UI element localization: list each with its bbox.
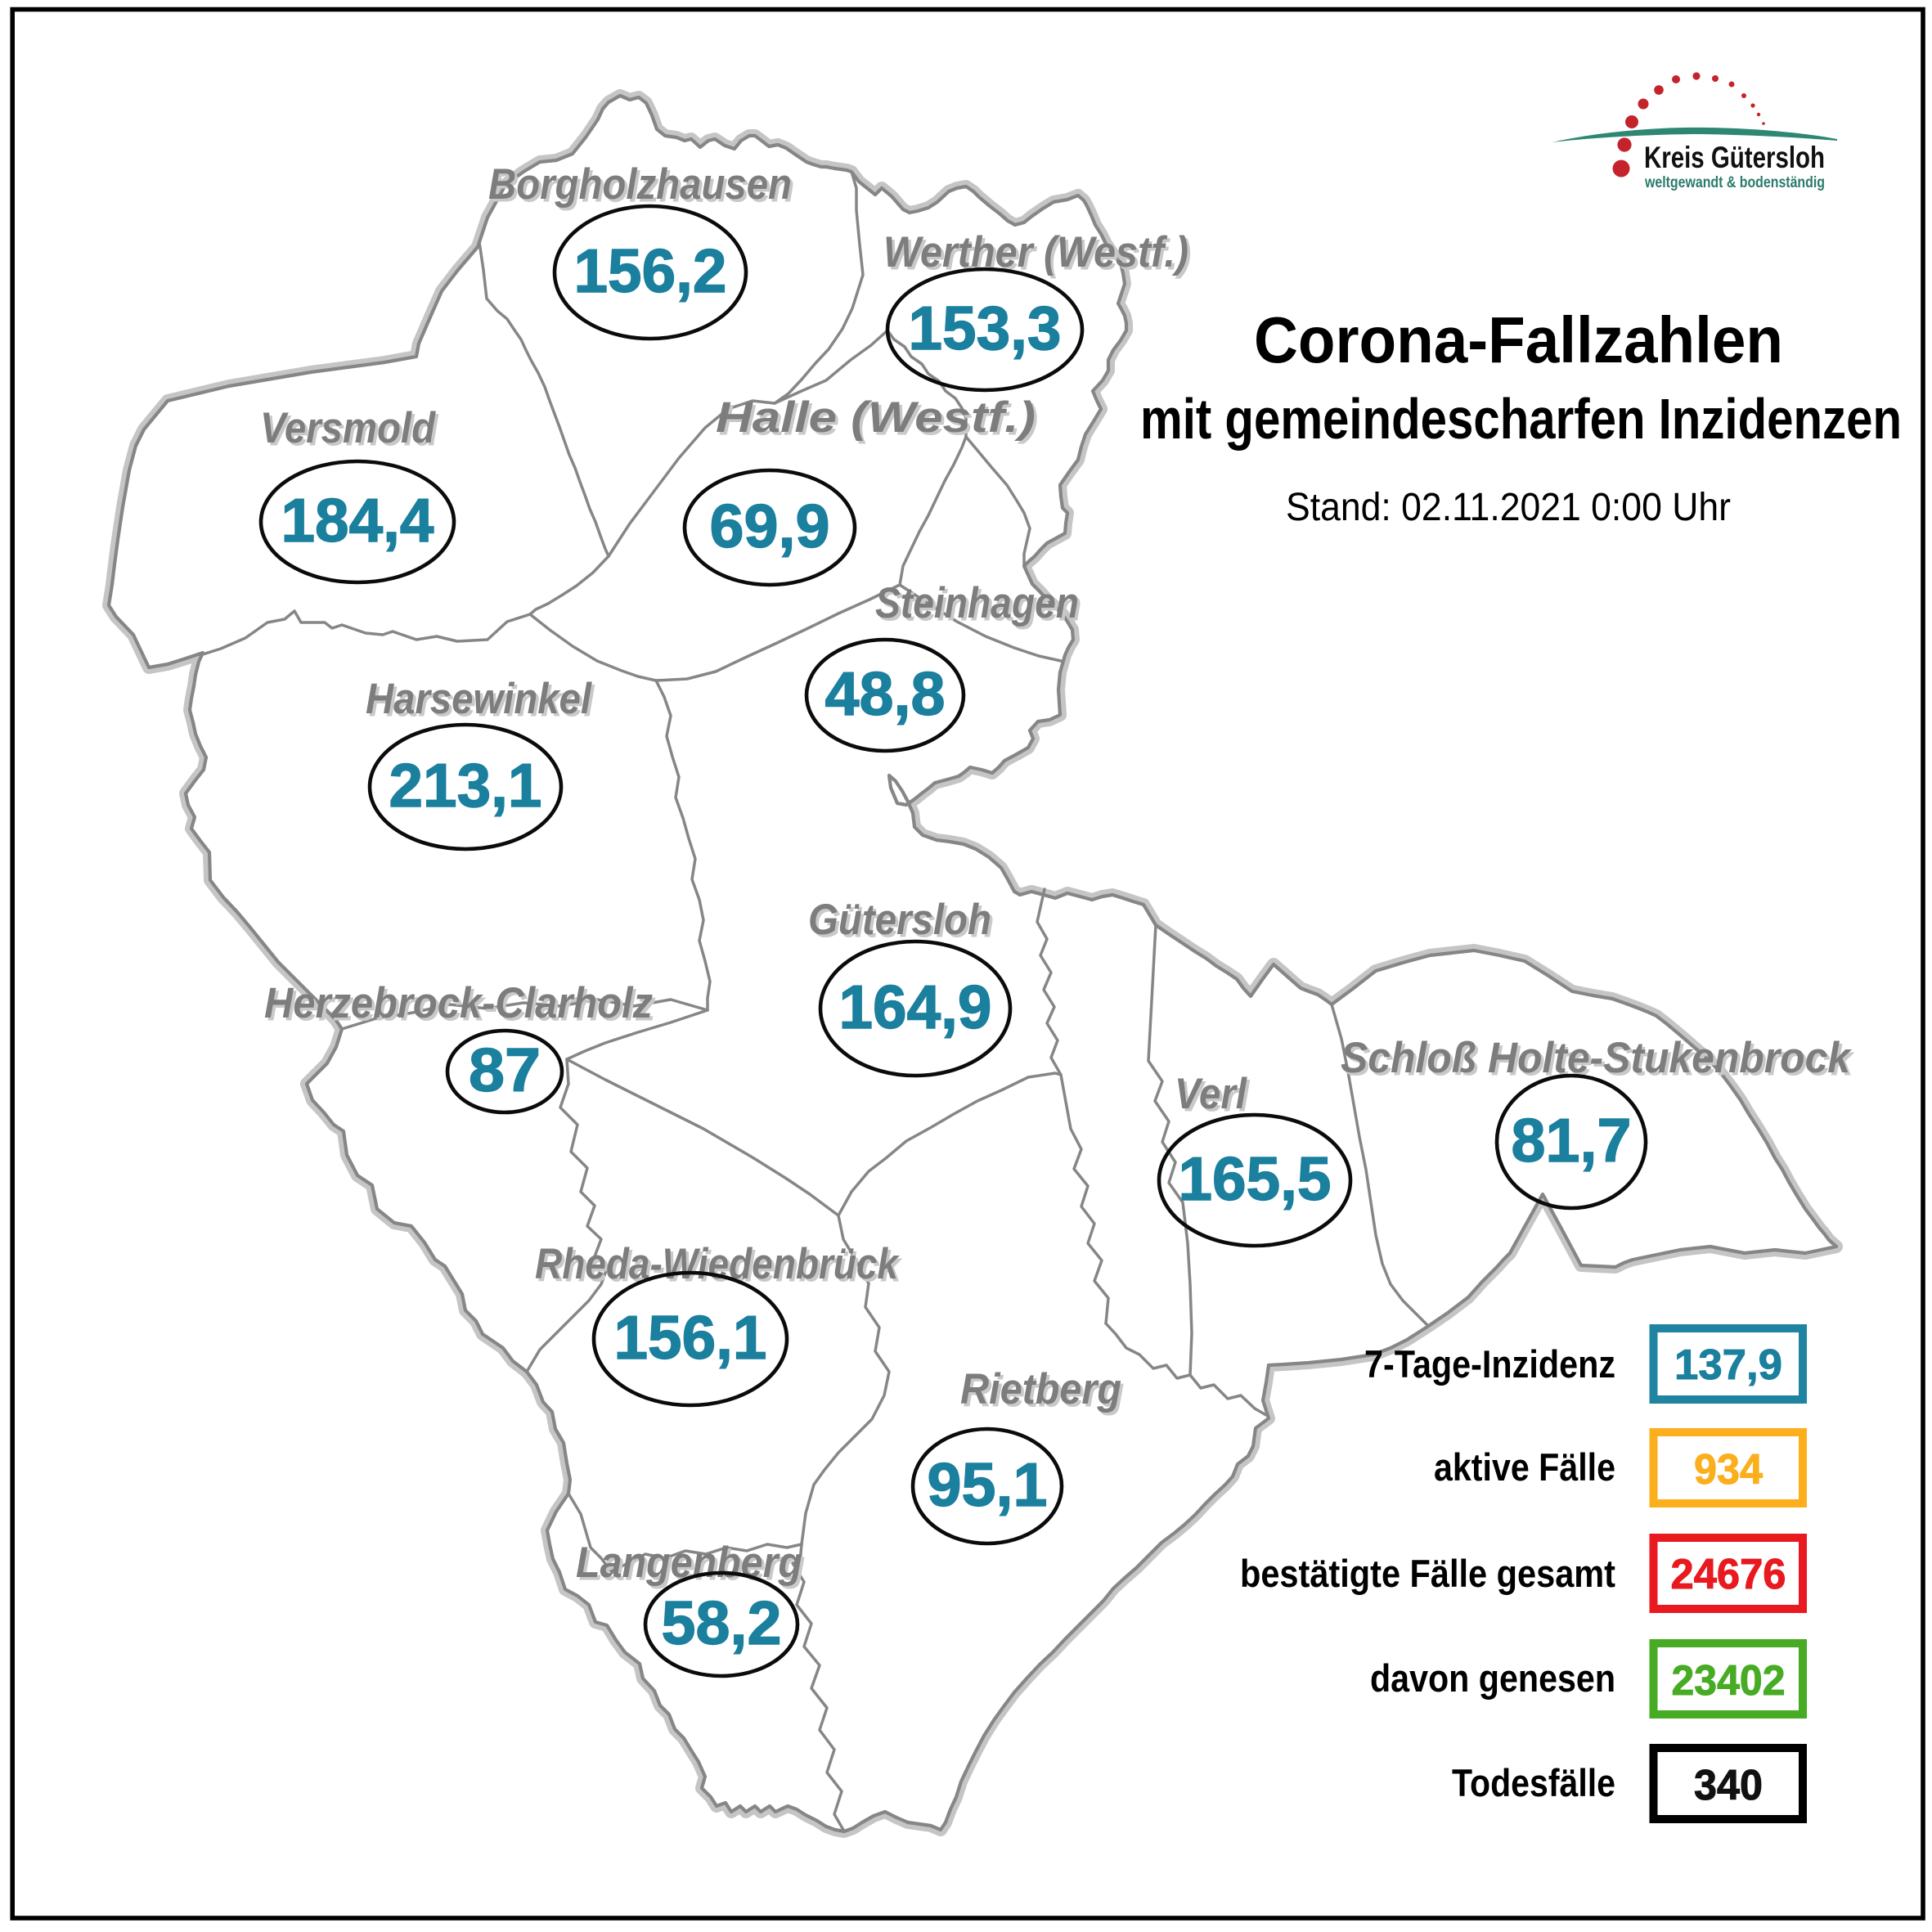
svg-text:aktive Fälle: aktive Fälle <box>1434 1445 1615 1489</box>
svg-text:Verl: Verl <box>1178 1073 1251 1121</box>
svg-text:Steinhagen: Steinhagen <box>878 582 1082 631</box>
svg-text:48,8: 48,8 <box>825 659 946 728</box>
svg-text:Herzebrock-Clarholz: Herzebrock-Clarholz <box>267 982 656 1031</box>
svg-text:Todesfälle: Todesfälle <box>1452 1761 1615 1804</box>
svg-text:81,7: 81,7 <box>1512 1106 1632 1175</box>
svg-text:Rietberg: Rietberg <box>964 1368 1125 1417</box>
svg-text:Verl: Verl <box>1175 1070 1247 1118</box>
svg-text:7-Tage-Inzidenz: 7-Tage-Inzidenz <box>1364 1342 1615 1386</box>
svg-text:Halle (Westf.): Halle (Westf.) <box>716 393 1036 442</box>
svg-text:Schloß Holte-Stukenbrock: Schloß Holte-Stukenbrock <box>1344 1037 1855 1085</box>
svg-text:Rheda-Wiedenbrück: Rheda-Wiedenbrück <box>538 1243 903 1292</box>
svg-text:Corona-Fallzahlen: Corona-Fallzahlen <box>1254 303 1783 376</box>
svg-text:bestätigte Fälle gesamt: bestätigte Fälle gesamt <box>1240 1552 1615 1595</box>
svg-text:Werther (Westf.): Werther (Westf.) <box>887 231 1192 280</box>
svg-text:Werther (Westf.): Werther (Westf.) <box>883 228 1188 276</box>
svg-text:23402: 23402 <box>1672 1657 1786 1705</box>
svg-text:Herzebrock-Clarholz: Herzebrock-Clarholz <box>264 979 653 1027</box>
svg-text:69,9: 69,9 <box>710 492 830 560</box>
svg-text:87: 87 <box>469 1036 541 1104</box>
svg-text:davon genesen: davon genesen <box>1370 1656 1615 1700</box>
svg-text:156,2: 156,2 <box>574 236 727 305</box>
svg-text:Borgholzhausen: Borgholzhausen <box>488 160 792 209</box>
svg-text:Schloß Holte-Stukenbrock: Schloß Holte-Stukenbrock <box>1341 1034 1852 1082</box>
svg-text:Rheda-Wiedenbrück: Rheda-Wiedenbrück <box>535 1240 900 1288</box>
svg-text:156,1: 156,1 <box>614 1303 767 1372</box>
svg-text:165,5: 165,5 <box>1179 1144 1332 1213</box>
svg-text:213,1: 213,1 <box>389 751 542 820</box>
svg-text:934: 934 <box>1694 1446 1763 1494</box>
svg-text:Versmold: Versmold <box>260 404 436 452</box>
svg-text:Gütersloh: Gütersloh <box>808 896 991 944</box>
svg-text:weltgewandt & bodenständig: weltgewandt & bodenständig <box>1644 174 1825 191</box>
svg-text:Kreis Gütersloh: Kreis Gütersloh <box>1644 141 1825 174</box>
svg-text:Halle (Westf.): Halle (Westf.) <box>719 397 1039 445</box>
svg-text:Stand: 02.11.2021 0:00 Uhr: Stand: 02.11.2021 0:00 Uhr <box>1286 486 1731 529</box>
svg-text:340: 340 <box>1694 1762 1763 1809</box>
svg-text:Rietberg: Rietberg <box>960 1365 1121 1413</box>
svg-text:mit gemeindescharfen Inzidenze: mit gemeindescharfen Inzidenzen <box>1140 387 1902 451</box>
svg-text:95,1: 95,1 <box>928 1450 1048 1519</box>
svg-text:Harsewinkel: Harsewinkel <box>366 675 592 723</box>
svg-text:Gütersloh: Gütersloh <box>811 899 995 947</box>
svg-text:153,3: 153,3 <box>909 294 1062 362</box>
svg-text:Harsewinkel: Harsewinkel <box>369 678 595 726</box>
svg-text:137,9: 137,9 <box>1674 1341 1782 1389</box>
svg-text:Versmold: Versmold <box>263 407 439 456</box>
svg-text:Borgholzhausen: Borgholzhausen <box>492 164 795 212</box>
svg-text:184,4: 184,4 <box>281 486 434 555</box>
svg-text:24676: 24676 <box>1671 1551 1786 1598</box>
svg-text:58,2: 58,2 <box>662 1588 782 1657</box>
svg-text:Steinhagen: Steinhagen <box>875 579 1079 627</box>
svg-text:164,9: 164,9 <box>839 973 992 1041</box>
